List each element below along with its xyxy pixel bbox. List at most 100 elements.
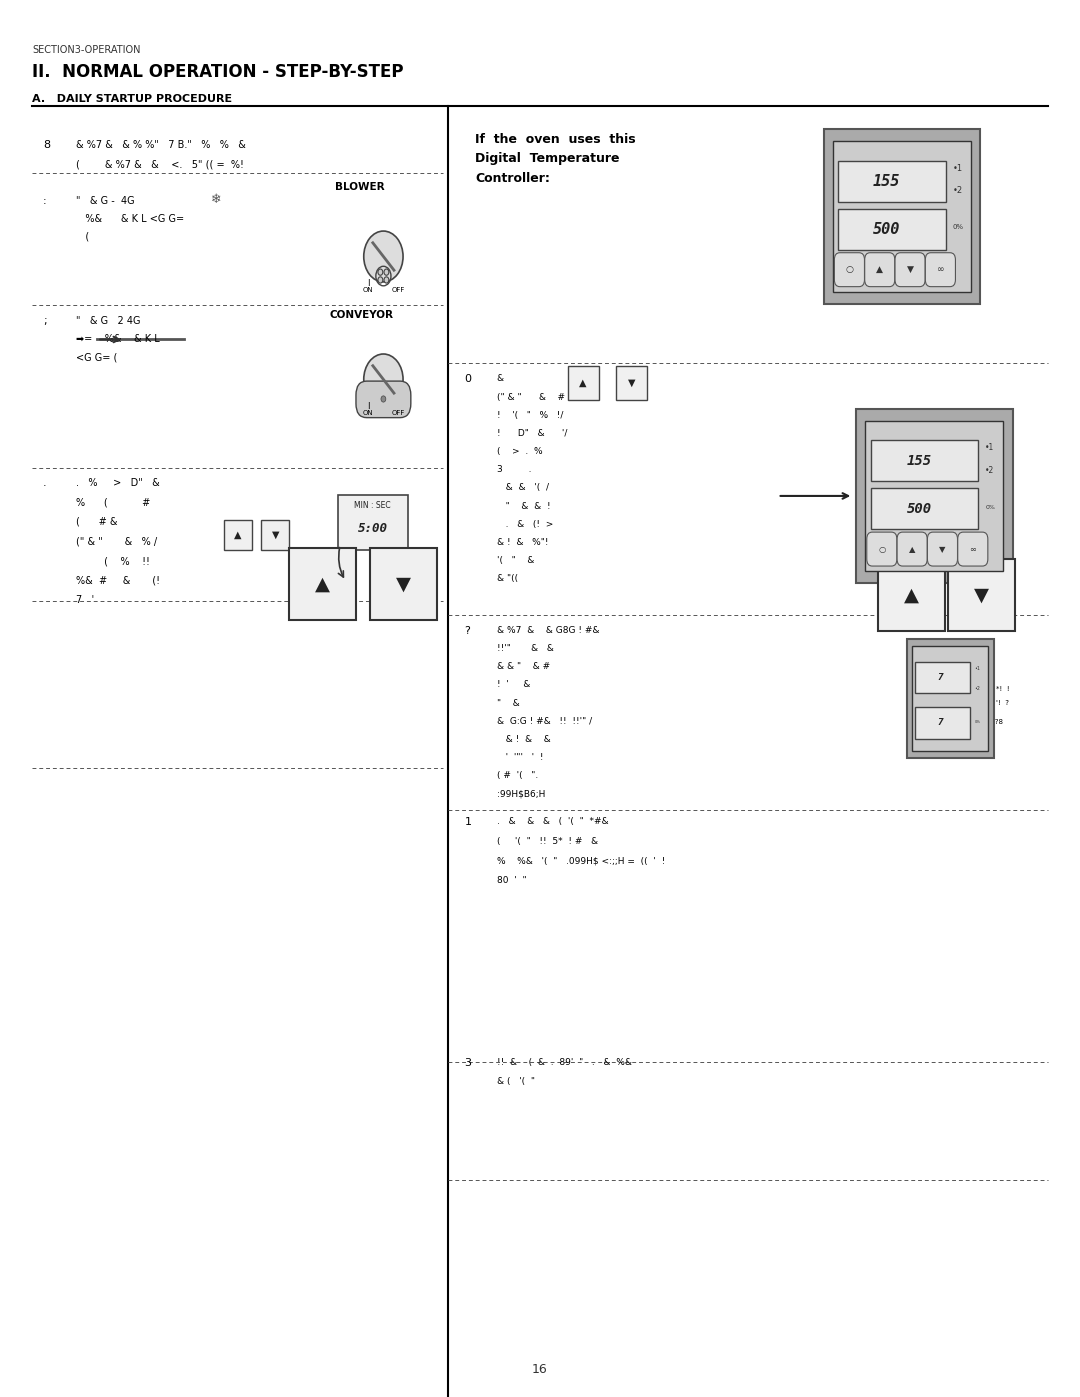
Text: 0%: 0% xyxy=(953,225,963,231)
Text: ( #  '(   ".: ( # '( ". xyxy=(497,771,538,780)
Text: 7: 7 xyxy=(937,718,943,728)
FancyBboxPatch shape xyxy=(838,210,946,250)
Text: ;: ; xyxy=(43,316,46,326)
Text: I: I xyxy=(367,279,369,288)
Text: %    %&   '(  "   .099H$ <:;;H =  ((  '  !: % %& '( " .099H$ <:;;H = (( ' ! xyxy=(497,856,665,865)
Text: (" & "      &    # /: (" & " & # / xyxy=(497,393,570,401)
Text: ❄: ❄ xyxy=(211,193,221,205)
Text: !!  &    (  &  .  89'  "   .   &  %&: !! & ( & . 89' " . & %& xyxy=(497,1058,632,1066)
Text: •1: •1 xyxy=(985,443,995,453)
FancyBboxPatch shape xyxy=(916,662,970,693)
Text: "    &  &  !: " & & ! xyxy=(497,502,551,510)
Text: !  '     &: ! ' & xyxy=(497,680,530,689)
Text: 500: 500 xyxy=(906,502,932,515)
Text: •2: •2 xyxy=(985,465,995,475)
FancyBboxPatch shape xyxy=(916,707,970,739)
FancyBboxPatch shape xyxy=(224,520,252,550)
FancyBboxPatch shape xyxy=(261,520,289,550)
Text: (    %    !!: ( % !! xyxy=(76,556,149,566)
Text: (" & "       &   % /: (" & " & % / xyxy=(76,536,157,546)
Text: 0%: 0% xyxy=(985,504,995,510)
FancyBboxPatch shape xyxy=(833,141,971,292)
Text: ?: ? xyxy=(464,626,470,636)
Circle shape xyxy=(381,395,386,402)
Text: If  the  oven  uses  this: If the oven uses this xyxy=(475,133,636,145)
Text: ▼: ▼ xyxy=(629,377,635,388)
Text: .   %     >   D"   &: . % > D" & xyxy=(76,478,160,488)
Text: & %7 &   & % %"   7 B."   %   %   &: & %7 & & % %" 7 B." % % & xyxy=(76,140,245,149)
Text: <G G= (: <G G= ( xyxy=(76,352,117,362)
Text: •1: •1 xyxy=(953,163,963,173)
Text: .   &    &   &   (  '(  "  *#&: . & & & ( '( " *#& xyxy=(497,817,608,826)
Text: 155: 155 xyxy=(906,454,932,468)
Text: ▲: ▲ xyxy=(904,585,919,605)
FancyBboxPatch shape xyxy=(855,408,1013,584)
Text: !    '(   "   %   !/: ! '( " % !/ xyxy=(497,411,563,419)
FancyBboxPatch shape xyxy=(865,253,895,286)
Circle shape xyxy=(384,270,389,275)
Text: .: . xyxy=(43,478,46,488)
Text: ➡=    %&    & K L: ➡= %& & K L xyxy=(76,334,160,344)
Text: '(   "    &: '( " & xyxy=(497,556,535,564)
Text: A.   DAILY STARTUP PROCEDURE: A. DAILY STARTUP PROCEDURE xyxy=(32,94,232,103)
Text: •2: •2 xyxy=(975,686,981,692)
FancyBboxPatch shape xyxy=(948,559,1015,631)
Text: ▲: ▲ xyxy=(315,574,330,594)
Text: %&  #     &       (!: %& # & (! xyxy=(76,576,160,585)
FancyBboxPatch shape xyxy=(289,548,356,620)
Text: & (   '(  ": & ( '( " xyxy=(497,1077,535,1085)
Text: ▼: ▼ xyxy=(396,574,411,594)
Text: 16: 16 xyxy=(532,1362,548,1376)
Circle shape xyxy=(364,353,403,405)
Text: 8: 8 xyxy=(43,140,51,149)
FancyBboxPatch shape xyxy=(907,640,994,757)
FancyBboxPatch shape xyxy=(926,253,956,286)
FancyBboxPatch shape xyxy=(958,532,988,566)
FancyBboxPatch shape xyxy=(356,381,410,418)
Text: ▼: ▼ xyxy=(906,265,914,274)
FancyBboxPatch shape xyxy=(337,495,408,550)
Text: :: : xyxy=(43,196,46,205)
Circle shape xyxy=(364,231,403,282)
Text: "   & G -  4G: " & G - 4G xyxy=(76,196,134,205)
Text: ▲: ▲ xyxy=(580,377,586,388)
Text: (     '(  "   !!  5*  ! #   &: ( '( " !! 5* ! # & xyxy=(497,837,598,845)
FancyBboxPatch shape xyxy=(824,130,981,305)
Text: ○: ○ xyxy=(846,265,853,274)
Text: 3         .: 3 . xyxy=(497,465,531,474)
Text: 1: 1 xyxy=(464,817,471,827)
FancyBboxPatch shape xyxy=(616,366,648,400)
Text: MIN : SEC: MIN : SEC xyxy=(354,502,391,510)
Text: •1: •1 xyxy=(975,665,981,671)
Text: ▼: ▼ xyxy=(974,585,989,605)
Text: *!  !: *! ! xyxy=(996,686,1010,692)
Text: ▼: ▼ xyxy=(940,545,946,553)
Text: '  '"'   '  !: ' '"' ' ! xyxy=(497,753,543,761)
Text: ▲: ▲ xyxy=(876,265,883,274)
Text: OFF: OFF xyxy=(392,286,405,293)
Text: ON: ON xyxy=(363,409,374,416)
Text: "    &: " & xyxy=(497,698,519,707)
Text: Digital  Temperature: Digital Temperature xyxy=(475,152,620,165)
Text: Controller:: Controller: xyxy=(475,172,550,184)
Text: :99H$B6;H: :99H$B6;H xyxy=(497,789,545,798)
Text: "   & G   2 4G: " & G 2 4G xyxy=(76,316,140,326)
Text: & & "    & #: & & " & # xyxy=(497,662,550,671)
Text: %&      & K L <G G=: %& & K L <G G= xyxy=(76,214,184,224)
Text: ∞: ∞ xyxy=(969,545,976,553)
Text: 0%: 0% xyxy=(975,719,981,724)
Text: ▲: ▲ xyxy=(234,529,241,541)
Text: !!'"       &   &: !!'" & & xyxy=(497,644,554,652)
FancyBboxPatch shape xyxy=(913,645,988,752)
Text: 7   ': 7 ' xyxy=(76,595,94,605)
Text: ○: ○ xyxy=(878,545,886,553)
Text: CONVEYOR: CONVEYOR xyxy=(329,310,393,320)
Text: 3: 3 xyxy=(464,1058,471,1067)
Text: &  G:G ! #&   !!  !!'" /: & G:G ! #& !! !!'" / xyxy=(497,717,592,725)
Text: '!  ?: '! ? xyxy=(996,700,1009,705)
FancyBboxPatch shape xyxy=(878,559,945,631)
Text: & !  &    &: & ! & & xyxy=(497,735,551,743)
Text: (        & %7 &   &    <.   5" (( =  %!: ( & %7 & & <. 5" (( = %! xyxy=(76,159,243,169)
FancyBboxPatch shape xyxy=(838,161,946,201)
Text: ▼: ▼ xyxy=(272,529,279,541)
